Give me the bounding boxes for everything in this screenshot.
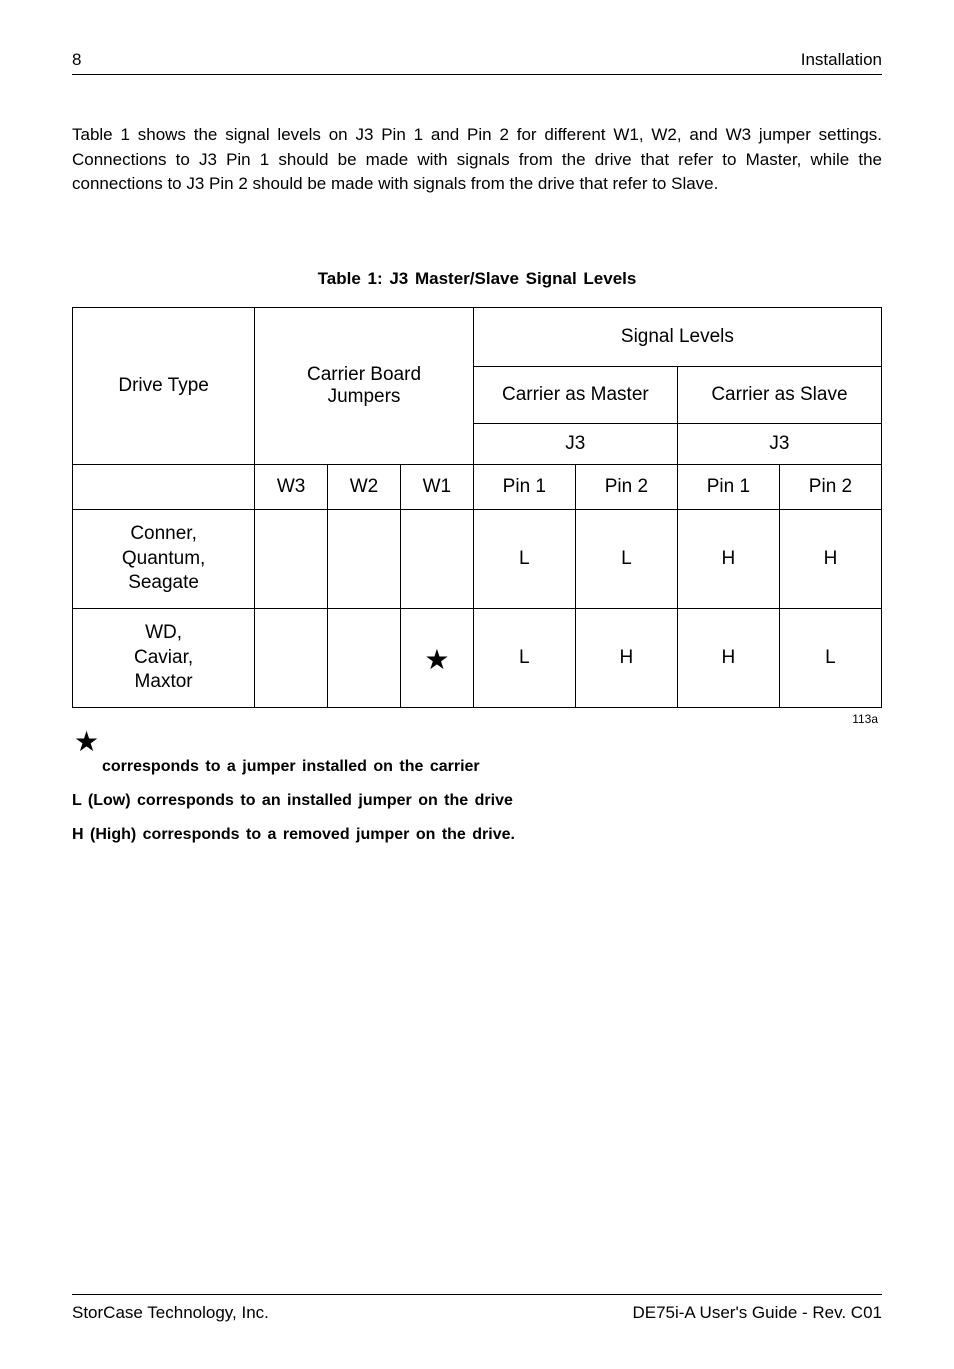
footer-right: DE75i-A User's Guide - Rev. C01 (632, 1303, 882, 1323)
row1-drive: Conner, Quantum, Seagate (73, 509, 255, 608)
row2-drive-l2: Caviar, (134, 647, 193, 668)
legend-star-icon: ★ (74, 728, 882, 756)
blank-header (73, 464, 255, 509)
intro-paragraph: Table 1 shows the signal levels on J3 Pi… (72, 123, 882, 197)
j3-header-b: J3 (677, 423, 881, 464)
carrier-board-line1: Carrier Board (307, 364, 421, 385)
page-header: 8 Installation (72, 50, 882, 75)
row1-w3 (255, 509, 328, 608)
table-annotation: 113a (72, 712, 882, 726)
row2-drive-l3: Maxtor (135, 671, 193, 692)
row2-pin1b: H (677, 608, 779, 707)
row1-drive-l2: Quantum, (122, 548, 205, 569)
row2-drive-l1: WD, (145, 622, 182, 643)
row2-w1: ★ (400, 608, 473, 707)
carrier-slave-header: Carrier as Slave (677, 366, 881, 423)
row1-pin1b: H (677, 509, 779, 608)
legend-line-1: corresponds to a jumper installed on the… (72, 758, 882, 776)
drive-type-header: Drive Type (73, 307, 255, 464)
page-footer: StorCase Technology, Inc. DE75i-A User's… (72, 1294, 882, 1323)
row1-pin2a: L (575, 509, 677, 608)
carrier-board-header: Carrier Board Jumpers (255, 307, 474, 464)
row2-w3 (255, 608, 328, 707)
footer-left: StorCase Technology, Inc. (72, 1303, 269, 1323)
w3-header: W3 (255, 464, 328, 509)
row2-pin1a: L (473, 608, 575, 707)
pin1b-header: Pin 1 (677, 464, 779, 509)
table-row: WD, Caviar, Maxtor ★ L H H L (73, 608, 882, 707)
signal-levels-table: Drive Type Carrier Board Jumpers Signal … (72, 307, 882, 708)
j3-header-a: J3 (473, 423, 677, 464)
signal-levels-header: Signal Levels (473, 307, 881, 366)
carrier-board-line2: Jumpers (328, 386, 401, 407)
legend-line-3: H (High) corresponds to a removed jumper… (72, 826, 882, 844)
row2-drive: WD, Caviar, Maxtor (73, 608, 255, 707)
w1-header: W1 (400, 464, 473, 509)
pin1a-header: Pin 1 (473, 464, 575, 509)
row1-w2 (328, 509, 401, 608)
row1-pin1a: L (473, 509, 575, 608)
row1-pin2b: H (779, 509, 881, 608)
table-row: Conner, Quantum, Seagate L L H H (73, 509, 882, 608)
page-number: 8 (72, 50, 81, 70)
carrier-master-header: Carrier as Master (473, 366, 677, 423)
star-icon: ★ (424, 644, 449, 675)
row1-w1 (400, 509, 473, 608)
row1-drive-l1: Conner, (130, 523, 197, 544)
pin2a-header: Pin 2 (575, 464, 677, 509)
row1-drive-l3: Seagate (128, 572, 199, 593)
row2-pin2b: L (779, 608, 881, 707)
legend: ★ corresponds to a jumper installed on t… (72, 728, 882, 844)
row2-pin2a: H (575, 608, 677, 707)
page: 8 Installation Table 1 shows the signal … (0, 0, 954, 1369)
w2-header: W2 (328, 464, 401, 509)
section-title: Installation (801, 50, 882, 70)
legend-line-2: L (Low) corresponds to an installed jump… (72, 792, 882, 810)
row2-w2 (328, 608, 401, 707)
table-title: Table 1: J3 Master/Slave Signal Levels (72, 269, 882, 289)
pin2b-header: Pin 2 (779, 464, 881, 509)
